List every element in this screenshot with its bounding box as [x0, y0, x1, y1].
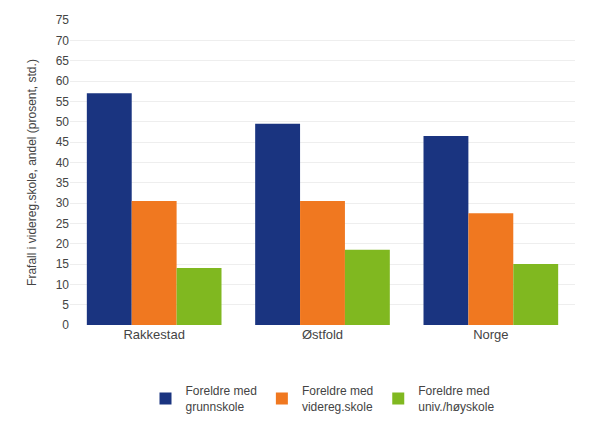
svg-text:Østfold: Østfold — [302, 327, 343, 342]
svg-text:75: 75 — [56, 13, 70, 27]
svg-text:5: 5 — [62, 298, 69, 312]
svg-text:55: 55 — [56, 95, 70, 109]
svg-text:Rakkestad: Rakkestad — [123, 327, 184, 342]
svg-text:35: 35 — [56, 176, 70, 190]
svg-text:70: 70 — [56, 34, 70, 48]
svg-text:60: 60 — [56, 74, 70, 88]
svg-text:25: 25 — [56, 217, 70, 231]
svg-text:65: 65 — [56, 54, 70, 68]
svg-text:20: 20 — [56, 237, 70, 251]
svg-text:Foreldre medgrunnskole: Foreldre medgrunnskole — [186, 384, 257, 414]
svg-text:15: 15 — [56, 257, 70, 271]
svg-text:45: 45 — [56, 135, 70, 149]
svg-text:10: 10 — [56, 278, 70, 292]
svg-text:Foreldre medvidereg.skole: Foreldre medvidereg.skole — [302, 384, 373, 414]
svg-text:40: 40 — [56, 156, 70, 170]
svg-text:0: 0 — [62, 318, 69, 332]
svg-text:30: 30 — [56, 196, 70, 210]
svg-text:50: 50 — [56, 115, 70, 129]
svg-text:Frafall i videreg.skole, andel: Frafall i videreg.skole, andel (prosent,… — [25, 59, 39, 286]
svg-text:Foreldre meduniv./høyskole: Foreldre meduniv./høyskole — [418, 384, 494, 414]
svg-text:Norge: Norge — [473, 327, 508, 342]
